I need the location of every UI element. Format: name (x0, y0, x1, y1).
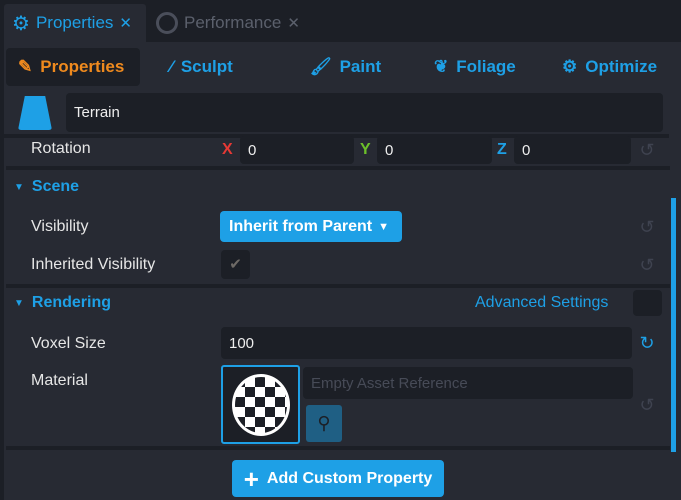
check-icon: ✔ (229, 256, 242, 273)
reset-icon[interactable]: ↺ (639, 395, 655, 415)
name-input[interactable]: Terrain (66, 93, 663, 132)
tool-foliage[interactable]: ❦ Foliage (422, 48, 528, 86)
collapse-triangle-icon: ▼ (14, 297, 24, 309)
material-sphere-icon (231, 373, 290, 436)
chevron-down-icon: ▼ (378, 220, 390, 233)
material-thumbnail[interactable] (221, 365, 300, 444)
voxel-size-input[interactable]: 100 (221, 327, 632, 359)
terrain-properties-icon: ✎ (18, 57, 33, 76)
optimize-icon: ⚙ (562, 57, 578, 76)
tool-label: Optimize (585, 57, 658, 76)
reset-icon[interactable]: ↺ (639, 217, 655, 237)
divider (6, 166, 670, 170)
gear-wrench-icon: ⚙ (12, 12, 30, 35)
advanced-settings-label: Advanced Settings (475, 294, 609, 311)
locate-asset-button[interactable]: ⚲ (306, 405, 342, 442)
tab-label: Performance (184, 13, 282, 32)
reset-icon[interactable]: ↺ (639, 140, 655, 160)
divider (6, 446, 670, 450)
reset-icon[interactable]: ↻ (639, 333, 655, 353)
rotation-y-input[interactable]: 0 (377, 136, 492, 164)
add-custom-property-button[interactable]: + Add Custom Property (232, 460, 444, 497)
material-label: Material (31, 372, 88, 389)
advanced-settings-checkbox[interactable] (633, 290, 662, 316)
z-axis-label: Z (497, 141, 507, 158)
voxel-size-label: Voxel Size (31, 335, 106, 352)
divider (6, 284, 670, 288)
inherited-visibility-label: Inherited Visibility (31, 256, 156, 273)
y-axis-label: Y (360, 141, 371, 158)
tab-label: Properties (35, 13, 114, 32)
scrollbar[interactable] (671, 198, 676, 452)
rotation-label: Rotation (31, 140, 91, 157)
button-label: Add Custom Property (266, 469, 433, 487)
section-title: Rendering (31, 294, 112, 311)
tool-sculpt[interactable]: ⁄ Sculpt (158, 48, 245, 86)
value: 0 (522, 141, 531, 159)
section-title: Scene (31, 178, 80, 195)
tab-performance[interactable]: Performance ✕ (148, 4, 308, 42)
gauge-icon (156, 12, 178, 34)
visibility-label: Visibility (31, 218, 89, 235)
inherited-visibility-checkbox[interactable]: ✔ (221, 250, 250, 279)
reset-icon[interactable]: ↺ (639, 255, 655, 275)
section-scene[interactable]: ▼ Scene (14, 178, 79, 196)
tab-properties[interactable]: ⚙ Properties ✕ (4, 4, 146, 42)
tool-paint[interactable]: 🖌 Paint (298, 48, 393, 86)
value: 0 (248, 141, 257, 159)
value: 0 (385, 141, 394, 159)
section-rendering[interactable]: ▼ Rendering (14, 294, 111, 312)
plus-icon: + (243, 463, 259, 494)
tool-label: Foliage (456, 57, 516, 76)
dropdown-value: Inherit from Parent (229, 217, 373, 235)
sculpt-brush-icon: ⁄ (170, 57, 173, 76)
tool-label: Sculpt (180, 57, 233, 76)
close-icon[interactable]: ✕ (119, 15, 132, 32)
name-value: Terrain (74, 104, 120, 121)
material-asset-input[interactable]: Empty Asset Reference (303, 367, 633, 399)
tool-label: Paint (339, 57, 382, 76)
tool-properties[interactable]: ✎ Properties (6, 48, 140, 86)
rotation-x-input[interactable]: 0 (240, 136, 354, 164)
visibility-dropdown[interactable]: Inherit from Parent ▼ (220, 211, 402, 242)
rotation-z-input[interactable]: 0 (514, 136, 631, 164)
close-icon[interactable]: ✕ (287, 15, 300, 32)
tool-optimize[interactable]: ⚙ Optimize (550, 48, 669, 86)
collapse-triangle-icon: ▼ (14, 181, 24, 193)
placeholder: Empty Asset Reference (311, 374, 468, 392)
value: 100 (229, 334, 255, 352)
tool-label: Properties (40, 57, 125, 76)
leaf-icon: ❦ (434, 57, 449, 76)
paint-brush-icon: 🖌 (310, 57, 332, 76)
x-axis-label: X (222, 141, 233, 158)
map-pin-search-icon: ⚲ (317, 413, 331, 433)
